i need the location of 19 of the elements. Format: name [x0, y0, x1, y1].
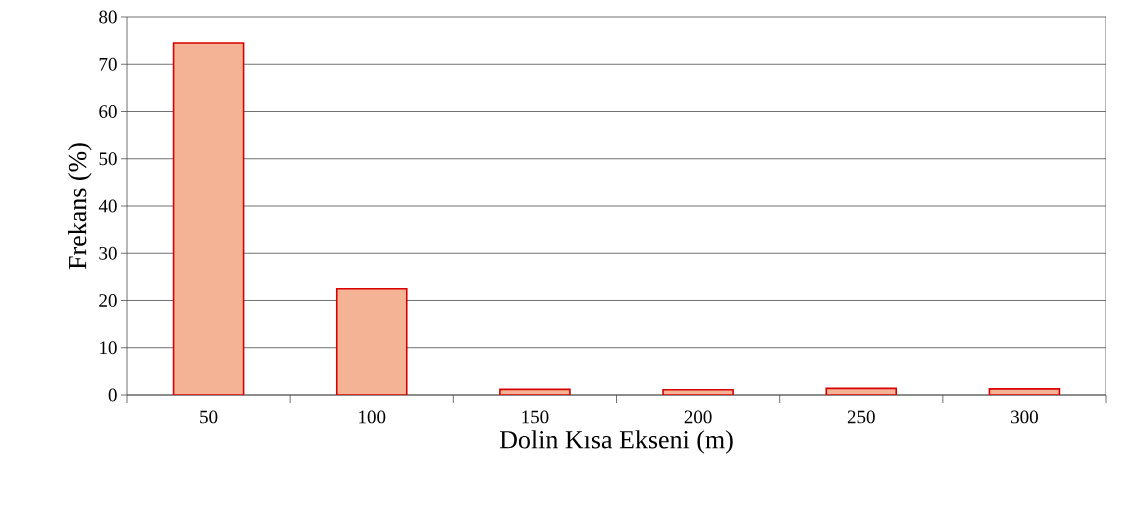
y-tick-label: 60	[99, 105, 117, 118]
y-tick-label: 80	[99, 10, 117, 24]
x-tick-label: 100	[359, 410, 386, 424]
bar	[172, 42, 245, 395]
x-tick-label: 200	[684, 410, 712, 424]
y-tick-label: 50	[99, 152, 117, 166]
x-tick-label: 300	[1011, 410, 1038, 424]
x-tick-label: 250	[847, 410, 875, 424]
bar	[335, 287, 408, 395]
x-tick-label: 150	[522, 410, 549, 424]
y-tick-label: 10	[100, 341, 117, 355]
x-tick-label: 50	[200, 410, 218, 424]
x-axis-title: Dolin Kısa Ekseni (m)	[499, 430, 733, 454]
y-axis-title: Frekans (%)	[68, 143, 92, 270]
y-tick-label: 40	[98, 199, 117, 213]
y-tick-label: 70	[99, 57, 117, 71]
y-tick-label: 0	[108, 388, 117, 402]
y-tick-label: 30	[99, 246, 117, 260]
y-tick-label: 20	[99, 294, 117, 307]
